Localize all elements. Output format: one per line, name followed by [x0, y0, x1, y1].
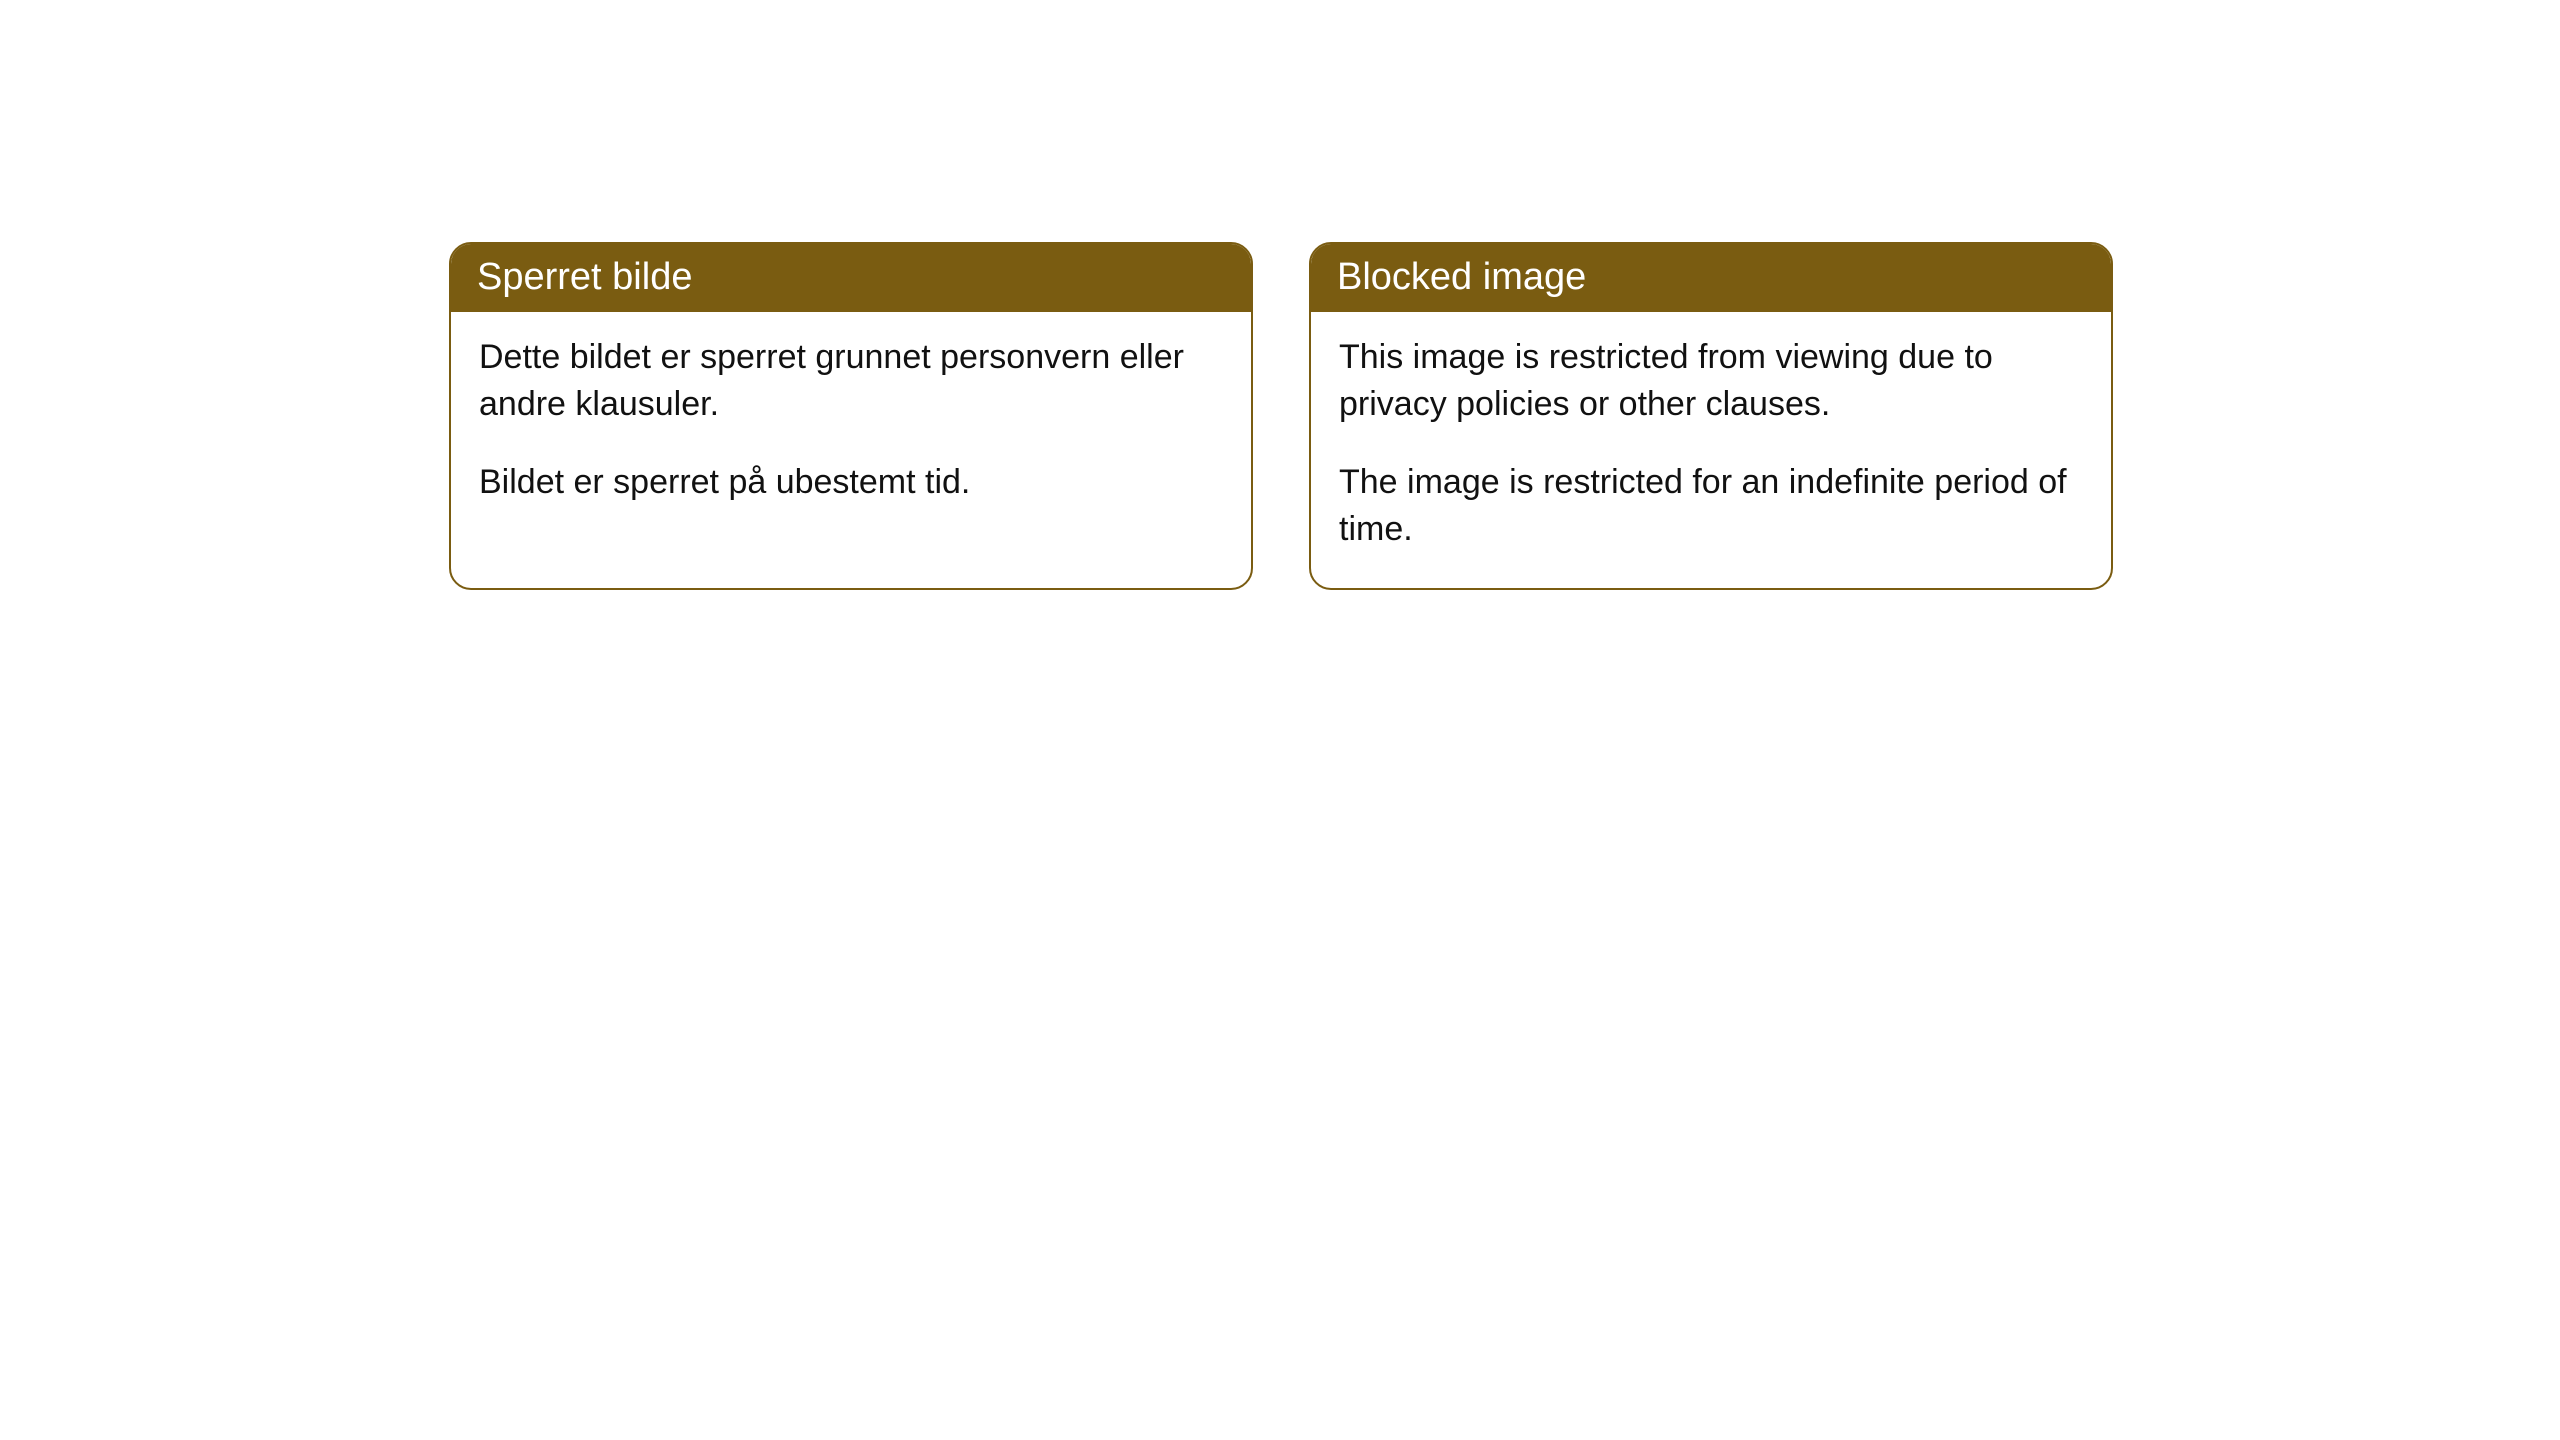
card-title: Blocked image: [1337, 256, 1586, 298]
card-paragraph: Dette bildet er sperret grunnet personve…: [479, 334, 1223, 429]
card-paragraph: The image is restricted for an indefinit…: [1339, 459, 2083, 554]
card-title: Sperret bilde: [477, 256, 692, 298]
card-header: Blocked image: [1311, 244, 2111, 312]
card-body: Dette bildet er sperret grunnet personve…: [451, 312, 1251, 541]
card-paragraph: This image is restricted from viewing du…: [1339, 334, 2083, 429]
notice-cards-container: Sperret bilde Dette bildet er sperret gr…: [449, 242, 2113, 590]
card-paragraph: Bildet er sperret på ubestemt tid.: [479, 459, 1223, 507]
card-header: Sperret bilde: [451, 244, 1251, 312]
notice-card-english: Blocked image This image is restricted f…: [1309, 242, 2113, 590]
card-body: This image is restricted from viewing du…: [1311, 312, 2111, 588]
notice-card-norwegian: Sperret bilde Dette bildet er sperret gr…: [449, 242, 1253, 590]
